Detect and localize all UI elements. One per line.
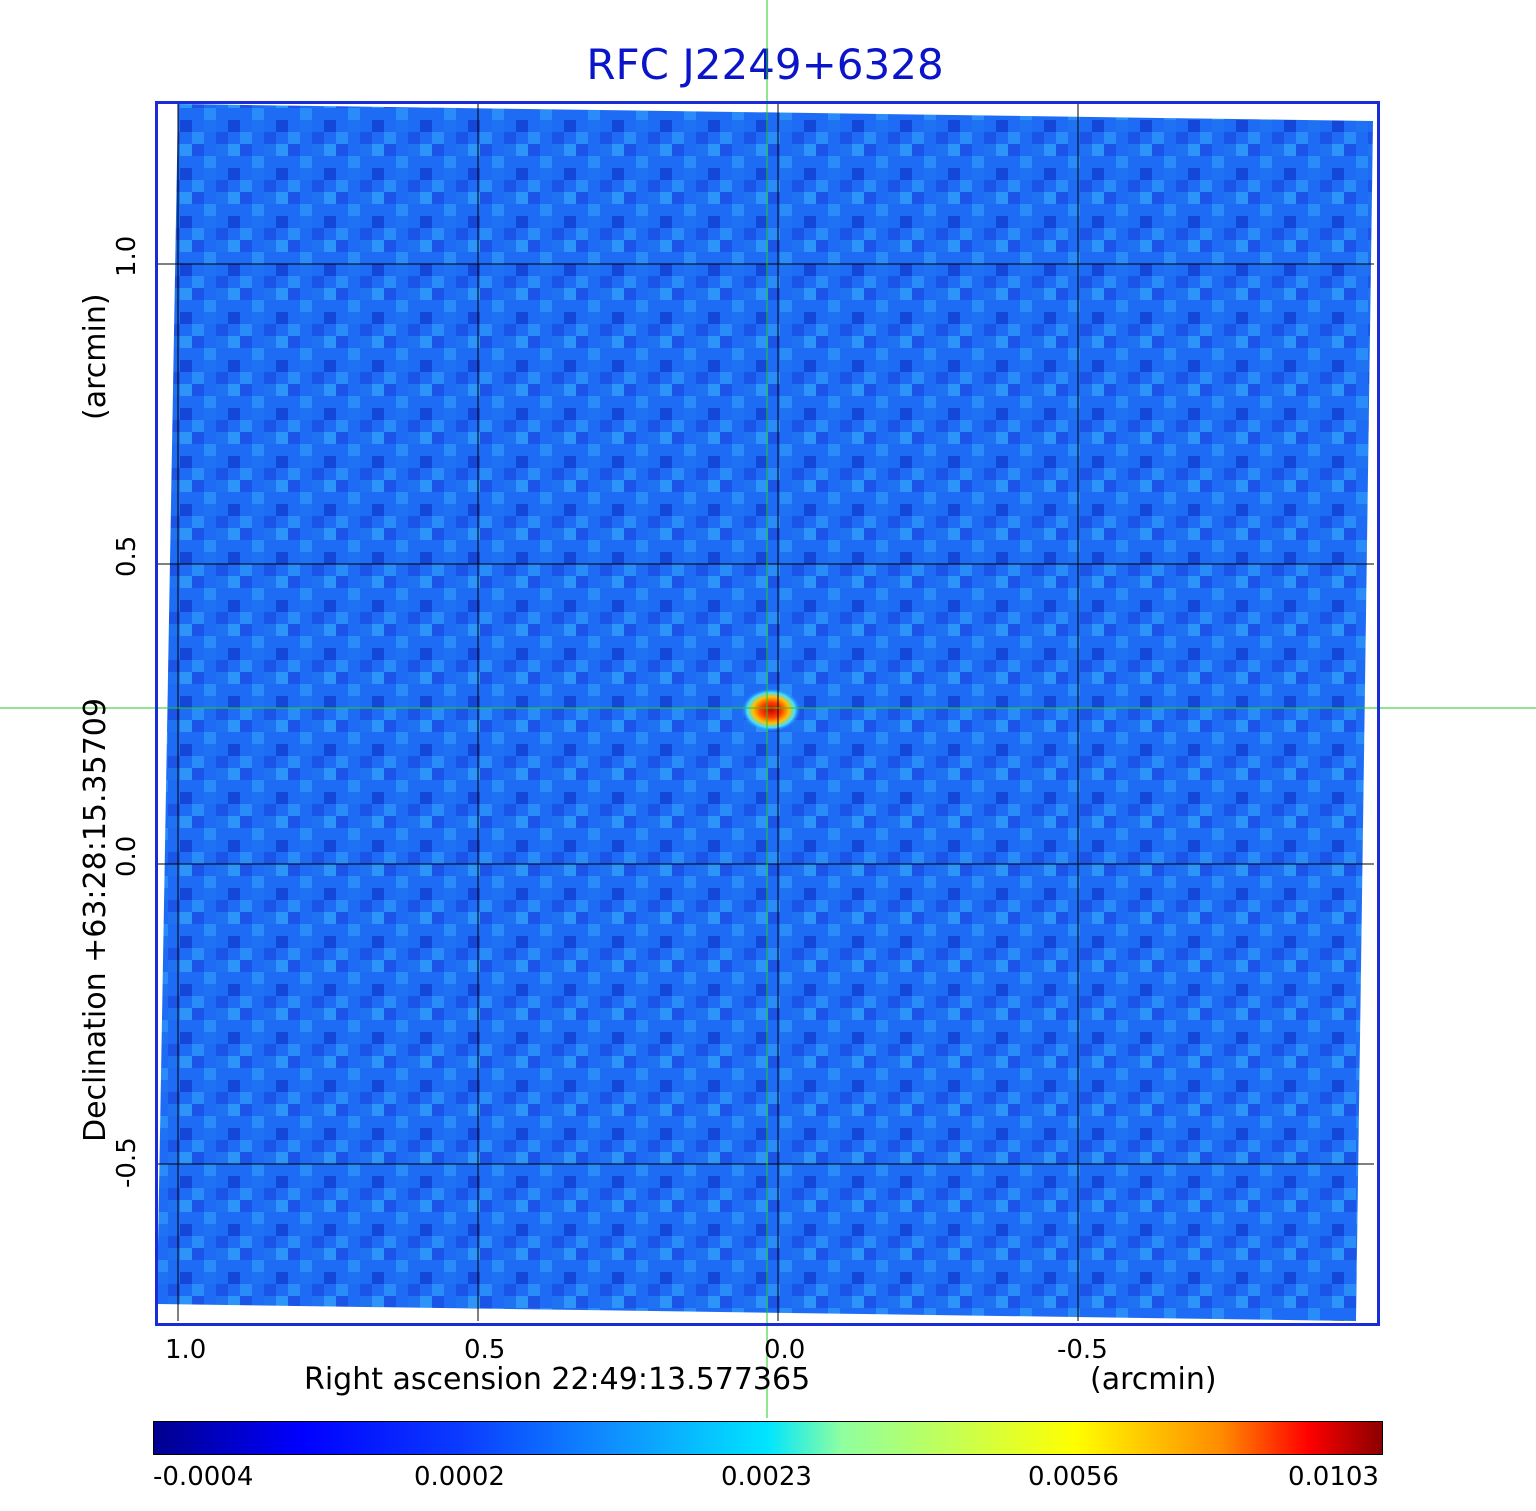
colorbar-tick-label: 0.0023 [721, 1462, 812, 1492]
plot-frame [155, 101, 1380, 1326]
y-axis-unit: (arcmin) [78, 293, 113, 420]
x-axis-label: Right ascension 22:49:13.577365 [304, 1362, 811, 1397]
y-tick-label: 0.0 [112, 835, 142, 877]
colorbar-tick-label: 0.0002 [414, 1462, 505, 1492]
colorbar-tick-label: -0.0004 [153, 1462, 254, 1492]
y-axis-label: Declination +63:28:15.35709 [78, 698, 113, 1142]
x-tick-label: 0.5 [464, 1335, 506, 1365]
x-tick-label: 0.0 [764, 1335, 806, 1365]
x-axis-unit: (arcmin) [1090, 1362, 1217, 1397]
y-tick-label: 1.0 [112, 235, 142, 277]
x-tick-label: -0.5 [1057, 1335, 1108, 1365]
x-tick-label: 1.0 [165, 1335, 207, 1365]
colorbar-tick-label: 0.0103 [1288, 1462, 1379, 1492]
image-title: RFC J2249+6328 [586, 40, 944, 89]
y-tick-label: 0.5 [112, 535, 142, 577]
bright-source [741, 688, 801, 732]
colorbar [153, 1421, 1383, 1455]
colorbar-tick-label: 0.0056 [1028, 1462, 1119, 1492]
coordinate-grid [155, 104, 1374, 1321]
crosshair [0, 0, 1536, 1418]
y-tick-label: -0.5 [112, 1137, 142, 1188]
